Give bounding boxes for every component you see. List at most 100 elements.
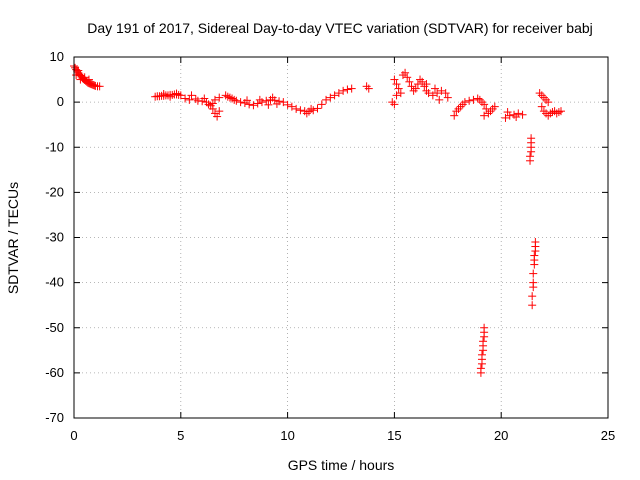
data-point: [554, 108, 563, 117]
data-point: [542, 95, 551, 104]
data-point: [213, 112, 222, 121]
data-point: [292, 104, 301, 113]
data-point: [334, 89, 343, 98]
y-tick-label: 10: [50, 49, 64, 64]
data-point: [557, 107, 566, 116]
data-point: [479, 346, 488, 355]
data-point: [396, 89, 405, 98]
data-point: [477, 98, 486, 107]
data-point: [296, 106, 305, 115]
data-point: [544, 111, 553, 120]
data-point: [339, 86, 348, 95]
data-point: [527, 147, 536, 156]
data-point: [202, 98, 211, 107]
data-point: [552, 109, 561, 118]
data-point: [390, 75, 399, 84]
data-point: [413, 80, 422, 89]
data-point: [443, 93, 452, 102]
data-point: [428, 91, 437, 100]
data-point: [433, 89, 442, 98]
data-point: [537, 91, 546, 100]
data-point: [458, 100, 467, 109]
data-point: [230, 95, 239, 104]
data-point: [435, 95, 444, 104]
data-point: [228, 94, 237, 103]
x-tick-label: 15: [387, 428, 401, 443]
data-point: [208, 99, 217, 108]
y-tick-label: -40: [45, 275, 64, 290]
data-point: [279, 98, 288, 107]
data-points: [70, 62, 566, 377]
data-point: [512, 113, 521, 122]
data-point: [390, 100, 399, 109]
data-point: [484, 109, 493, 118]
data-point: [409, 86, 418, 95]
data-point: [95, 82, 104, 91]
chart-title: Day 191 of 2017, Sidereal Day-to-day VTE…: [87, 20, 593, 36]
data-point: [392, 91, 401, 100]
data-point: [185, 95, 194, 104]
x-tick-label: 20: [494, 428, 508, 443]
data-point: [181, 94, 190, 103]
data-point: [477, 359, 486, 368]
data-point: [531, 247, 540, 256]
data-point: [236, 98, 245, 107]
data-point: [418, 77, 427, 86]
data-point: [347, 84, 356, 93]
data-point: [172, 89, 181, 98]
data-point: [392, 80, 401, 89]
data-point: [480, 100, 489, 109]
data-point: [272, 99, 281, 108]
data-point: [232, 96, 241, 105]
data-point: [505, 111, 514, 120]
data-point: [490, 102, 499, 111]
y-tick-label: -20: [45, 184, 64, 199]
data-point: [405, 77, 414, 86]
data-point: [394, 84, 403, 93]
data-point: [159, 90, 168, 99]
data-point: [322, 95, 331, 104]
data-point: [309, 106, 318, 115]
data-point: [326, 93, 335, 102]
data-point: [480, 111, 489, 120]
data-point: [72, 71, 81, 80]
data-point: [539, 107, 548, 116]
y-tick-label: -10: [45, 139, 64, 154]
y-tick-label: -50: [45, 320, 64, 335]
data-point: [539, 93, 548, 102]
data-point: [514, 109, 523, 118]
data-point: [245, 100, 254, 109]
data-point: [330, 91, 339, 100]
data-point: [317, 100, 326, 109]
data-point: [503, 108, 512, 117]
data-point: [268, 93, 277, 102]
data-point: [362, 82, 371, 91]
data-point: [537, 102, 546, 111]
plot-frame: [73, 56, 609, 419]
data-point: [401, 68, 410, 77]
data-point: [253, 99, 262, 108]
y-axis-label: SDTVAR / TECUs: [5, 182, 21, 294]
y-tick-label: -30: [45, 230, 64, 245]
x-tick-label: 10: [280, 428, 294, 443]
data-point: [528, 292, 537, 301]
data-point: [264, 100, 273, 109]
y-tick-label: -60: [45, 365, 64, 380]
data-point: [430, 84, 439, 93]
data-point: [215, 107, 224, 116]
data-point: [530, 260, 539, 269]
data-point: [84, 75, 93, 84]
data-point: [454, 104, 463, 113]
data-point: [422, 80, 431, 89]
data-point: [535, 89, 544, 98]
data-point: [166, 92, 175, 101]
data-point: [529, 283, 538, 292]
data-point: [302, 109, 311, 118]
data-point: [287, 102, 296, 111]
x-tick-label: 0: [70, 428, 77, 443]
data-point: [204, 100, 213, 109]
data-point: [475, 95, 484, 104]
data-point: [388, 98, 397, 107]
data-point: [176, 91, 185, 100]
data-point: [283, 100, 292, 109]
